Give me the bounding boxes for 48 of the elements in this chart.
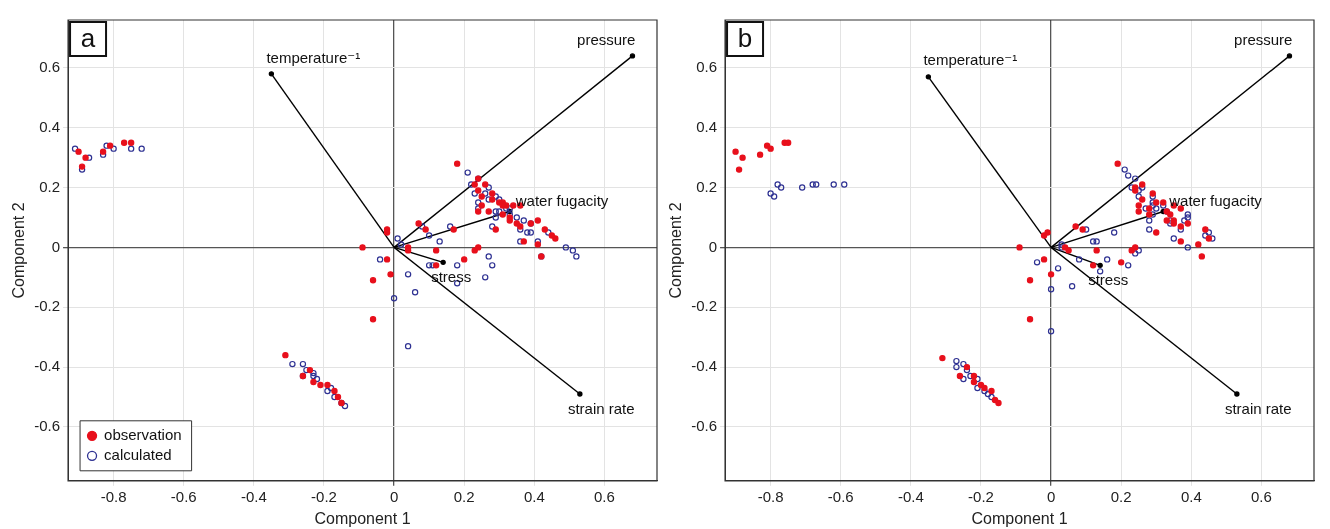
series-label: strain rate: [567, 399, 635, 417]
y-tick-label: 0.2: [39, 177, 61, 195]
x-tick-label: -0.4: [240, 487, 267, 505]
x-axis-title: Component 1: [971, 509, 1068, 527]
x-tick-label: -0.8: [757, 487, 784, 505]
legend-label: calculated: [104, 445, 172, 463]
series-label: temperature⁻¹: [923, 51, 1018, 69]
y-axis-title: Component 2: [10, 202, 28, 299]
y-tick-label: 0: [708, 237, 718, 255]
x-tick-label: 0.4: [523, 487, 545, 505]
x-tick-label: -0.6: [827, 487, 854, 505]
y-tick-label: -0.2: [34, 297, 61, 315]
y-tick-label: -0.4: [34, 357, 61, 375]
x-tick-label: 0.6: [593, 487, 615, 505]
series-label: temperature⁻¹: [266, 48, 361, 66]
series-label: strain rate: [1224, 399, 1292, 417]
x-tick-label: 0.2: [1110, 487, 1132, 505]
x-tick-label: 0: [389, 487, 399, 505]
series-label: stress: [431, 268, 472, 286]
series-label: water fugacity: [1168, 192, 1263, 210]
series-label: stress: [1088, 271, 1129, 288]
y-tick-label: 0.4: [696, 117, 718, 135]
series-label: pressure: [1234, 30, 1293, 48]
y-tick-label: -0.4: [691, 357, 718, 375]
legend-label: observation: [104, 425, 182, 443]
x-tick-label: 0.6: [1250, 487, 1272, 505]
x-tick-label: -0.8: [100, 487, 127, 505]
y-tick-label: 0: [51, 237, 61, 255]
x-tick-label: 0.4: [1180, 487, 1202, 505]
x-tick-label: 0.2: [453, 487, 475, 505]
y-axis-title: Component 2: [667, 202, 685, 299]
chart-title: a: [80, 23, 96, 54]
y-tick-label: -0.6: [691, 417, 718, 435]
series-label: water fugacity: [514, 192, 609, 210]
x-tick-label: -0.2: [968, 487, 994, 505]
x-tick-label: -0.4: [897, 487, 924, 505]
x-tick-label: -0.6: [170, 487, 197, 505]
y-tick-label: 0.6: [696, 58, 718, 76]
x-axis-title: Component 1: [314, 509, 411, 527]
chart-title: b: [737, 23, 753, 54]
y-tick-label: 0.6: [39, 58, 61, 76]
y-tick-label: -0.2: [691, 297, 718, 315]
x-tick-label: -0.2: [311, 487, 337, 505]
y-tick-label: -0.6: [34, 417, 61, 435]
y-tick-label: 0.2: [696, 177, 718, 195]
series-label: pressure: [577, 30, 636, 48]
y-tick-label: 0.4: [39, 117, 61, 135]
x-tick-label: 0: [1046, 487, 1056, 505]
